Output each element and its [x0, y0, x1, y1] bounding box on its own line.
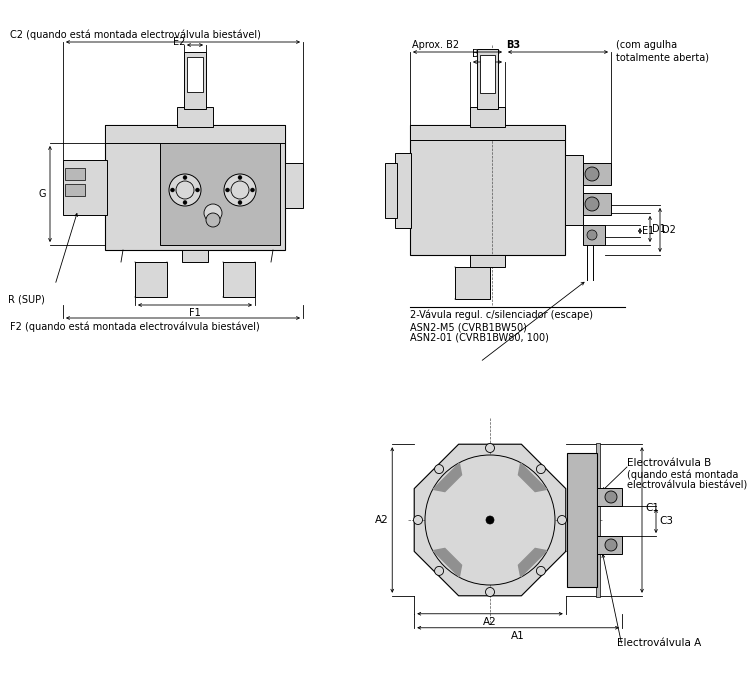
Text: A2: A2: [374, 515, 388, 525]
Text: electroválvula biestável): electroválvula biestável): [627, 480, 747, 490]
Text: A2: A2: [483, 617, 496, 627]
Circle shape: [434, 464, 443, 474]
Bar: [410, 125, 565, 255]
Circle shape: [536, 464, 545, 474]
Circle shape: [476, 506, 504, 534]
Circle shape: [251, 188, 254, 192]
Circle shape: [438, 468, 542, 572]
Circle shape: [413, 515, 422, 525]
Bar: [105, 125, 285, 143]
Text: Electroválvula A: Electroválvula A: [617, 638, 701, 648]
Circle shape: [485, 588, 494, 596]
Text: ASN2-M5 (CVRB1BW50): ASN2-M5 (CVRB1BW50): [410, 322, 526, 332]
Bar: [596, 443, 600, 597]
Bar: [135, 262, 167, 297]
Circle shape: [452, 482, 528, 558]
Circle shape: [425, 455, 555, 585]
Text: 2-Vávula regul. c/silenciador (escape): 2-Vávula regul. c/silenciador (escape): [410, 310, 593, 320]
Polygon shape: [518, 548, 547, 577]
Bar: [583, 193, 611, 215]
Bar: [410, 125, 565, 140]
Bar: [480, 55, 495, 93]
Circle shape: [587, 230, 597, 240]
Polygon shape: [518, 463, 547, 492]
Circle shape: [434, 567, 443, 575]
Text: B3: B3: [506, 40, 520, 50]
Bar: [567, 453, 597, 587]
Circle shape: [238, 200, 242, 204]
Text: Aprox. B2: Aprox. B2: [412, 40, 459, 50]
Bar: [65, 168, 85, 180]
Circle shape: [183, 200, 187, 204]
Bar: [63, 160, 107, 215]
Text: F2 (quando está montada electroválvula biestável): F2 (quando está montada electroválvula b…: [10, 321, 260, 332]
Circle shape: [464, 494, 516, 546]
Bar: [470, 255, 505, 267]
Bar: [583, 225, 605, 245]
Bar: [385, 163, 397, 218]
Text: A1: A1: [512, 631, 525, 640]
Circle shape: [224, 174, 256, 206]
Bar: [160, 130, 280, 245]
Circle shape: [238, 175, 242, 179]
Bar: [583, 163, 611, 185]
Text: D1: D1: [652, 224, 666, 234]
Bar: [597, 488, 622, 506]
Circle shape: [605, 539, 617, 551]
Bar: [182, 250, 208, 262]
Polygon shape: [433, 463, 461, 492]
Text: E2: E2: [173, 37, 185, 47]
Bar: [177, 107, 213, 127]
Circle shape: [169, 174, 201, 206]
Bar: [477, 49, 498, 109]
Text: R (SUP): R (SUP): [8, 295, 45, 305]
Circle shape: [557, 515, 566, 525]
Circle shape: [206, 213, 220, 227]
Text: E1: E1: [642, 226, 654, 236]
Text: C1: C1: [645, 503, 659, 513]
Circle shape: [485, 443, 494, 452]
Circle shape: [226, 188, 230, 192]
Circle shape: [170, 188, 175, 192]
Bar: [597, 536, 622, 554]
Text: totalmente aberta): totalmente aberta): [616, 52, 709, 62]
Bar: [565, 155, 583, 225]
Text: B1: B1: [472, 49, 484, 59]
Text: ASN2-01 (CVRB1BW80, 100): ASN2-01 (CVRB1BW80, 100): [410, 333, 549, 343]
Text: (com agulha: (com agulha: [616, 40, 677, 50]
Bar: [455, 267, 490, 299]
Circle shape: [486, 516, 494, 524]
Text: C3: C3: [659, 516, 673, 526]
Bar: [65, 184, 85, 196]
Text: (quando está montada: (quando está montada: [627, 470, 738, 481]
Bar: [187, 57, 203, 92]
Polygon shape: [414, 444, 566, 596]
Circle shape: [183, 175, 187, 179]
Circle shape: [536, 567, 545, 575]
Circle shape: [196, 188, 200, 192]
Circle shape: [585, 197, 599, 211]
Polygon shape: [433, 548, 461, 577]
Circle shape: [204, 204, 222, 222]
Circle shape: [605, 491, 617, 503]
Bar: [184, 52, 206, 109]
Bar: [223, 262, 255, 297]
Text: G: G: [38, 189, 46, 199]
Bar: [470, 107, 505, 127]
Circle shape: [585, 167, 599, 181]
Bar: [105, 125, 285, 250]
Text: Electroválvula B: Electroválvula B: [627, 458, 711, 468]
Bar: [285, 163, 303, 208]
Text: D2: D2: [662, 225, 676, 235]
Text: C2 (quando está montada electroválvula biestável): C2 (quando está montada electroválvula b…: [10, 30, 261, 40]
Bar: [395, 153, 411, 228]
Text: F1: F1: [189, 308, 201, 318]
